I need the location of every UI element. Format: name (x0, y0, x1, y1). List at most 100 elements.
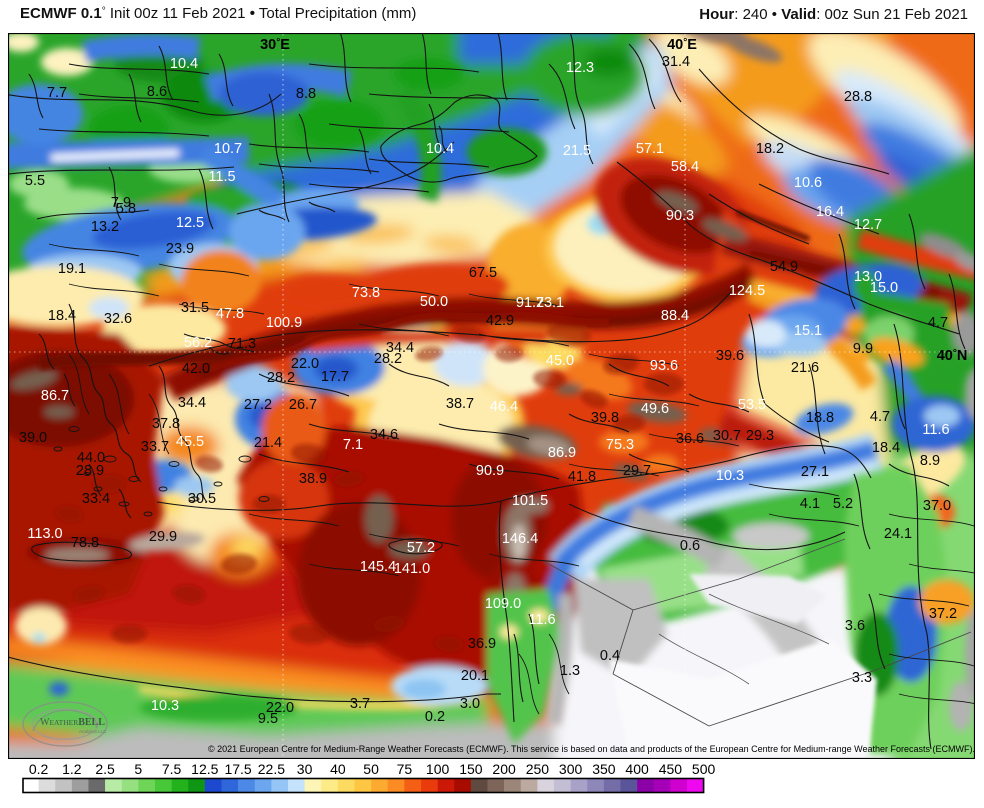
svg-text:500: 500 (692, 761, 716, 777)
svg-text:4.7: 4.7 (928, 315, 948, 331)
svg-text:31.4: 31.4 (662, 54, 690, 70)
svg-text:45.5: 45.5 (176, 434, 204, 450)
svg-text:10.4: 10.4 (426, 141, 454, 157)
svg-text:141.0: 141.0 (394, 561, 430, 577)
svg-text:8.9: 8.9 (920, 453, 940, 469)
svg-text:49.6: 49.6 (641, 401, 669, 417)
svg-text:36.9: 36.9 (468, 636, 496, 652)
svg-text:28.8: 28.8 (844, 89, 872, 105)
svg-text:24.1: 24.1 (884, 526, 912, 542)
svg-text:42.0: 42.0 (182, 361, 210, 377)
svg-text:4.1: 4.1 (800, 496, 820, 512)
svg-text:53.5: 53.5 (738, 397, 766, 413)
svg-text:22.5: 22.5 (258, 761, 285, 777)
svg-text:31.5: 31.5 (181, 300, 209, 316)
svg-text:124.5: 124.5 (729, 283, 765, 299)
svg-text:38.7: 38.7 (446, 396, 474, 412)
svg-text:90.3: 90.3 (666, 208, 694, 224)
svg-text:75: 75 (397, 761, 413, 777)
svg-text:50.0: 50.0 (420, 294, 448, 310)
svg-text:39.8: 39.8 (591, 410, 619, 426)
svg-text:9.9: 9.9 (853, 341, 873, 357)
svg-text:30.5: 30.5 (188, 491, 216, 507)
svg-text:86.9: 86.9 (548, 445, 576, 461)
svg-text:22.0: 22.0 (266, 700, 294, 716)
svg-text:21.5: 21.5 (563, 143, 591, 159)
svg-text:16.4: 16.4 (816, 204, 844, 220)
svg-text:91.2: 91.2 (516, 295, 544, 311)
svg-text:28.2: 28.2 (374, 351, 402, 367)
svg-text:47.8: 47.8 (216, 306, 244, 322)
svg-text:113.0: 113.0 (27, 526, 62, 542)
svg-text:93.6: 93.6 (650, 358, 678, 374)
svg-text:67.5: 67.5 (469, 265, 497, 281)
svg-text:39.6: 39.6 (716, 348, 744, 364)
svg-text:11.6: 11.6 (922, 422, 949, 438)
svg-text:8.8: 8.8 (296, 86, 316, 102)
svg-text:21.4: 21.4 (254, 435, 282, 451)
svg-text:88.4: 88.4 (661, 308, 689, 324)
svg-text:450: 450 (659, 761, 683, 777)
svg-text:28.2: 28.2 (267, 370, 295, 386)
svg-text:73.1: 73.1 (536, 295, 564, 311)
svg-text:13.2: 13.2 (91, 219, 119, 235)
svg-text:10.3: 10.3 (151, 698, 179, 714)
svg-text:17.5: 17.5 (224, 761, 251, 777)
svg-text:12.5: 12.5 (176, 215, 204, 231)
svg-text:44.0: 44.0 (77, 450, 105, 466)
svg-text:30.7: 30.7 (713, 428, 741, 444)
svg-text:34.4: 34.4 (178, 395, 206, 411)
svg-text:40°N: 40°N (937, 348, 968, 364)
svg-text:86.7: 86.7 (41, 388, 69, 404)
svg-text:100: 100 (426, 761, 450, 777)
svg-text:40°E: 40°E (667, 37, 697, 53)
svg-text:71.3: 71.3 (228, 336, 256, 352)
svg-text:18.2: 18.2 (756, 141, 784, 157)
svg-text:73.8: 73.8 (352, 285, 380, 301)
svg-text:37.8: 37.8 (152, 416, 180, 432)
svg-text:10.7: 10.7 (214, 141, 242, 157)
svg-text:10.3: 10.3 (716, 468, 744, 484)
svg-text:57.2: 57.2 (407, 540, 435, 556)
svg-text:15.0: 15.0 (870, 280, 898, 296)
svg-text:3.0: 3.0 (460, 696, 480, 712)
svg-text:0.2: 0.2 (29, 761, 49, 777)
svg-text:0.6: 0.6 (680, 538, 700, 554)
svg-text:12.7: 12.7 (854, 217, 882, 233)
svg-text:WEATHERBELL: WEATHERBELL (40, 717, 105, 728)
svg-text:38.9: 38.9 (299, 471, 327, 487)
svg-text:42.9: 42.9 (486, 313, 514, 329)
svg-text:5: 5 (134, 761, 142, 777)
svg-text:0.4: 0.4 (600, 648, 620, 664)
svg-text:101.5: 101.5 (512, 493, 548, 509)
svg-text:36.6: 36.6 (676, 431, 704, 447)
svg-text:18.8: 18.8 (806, 410, 834, 426)
svg-text:4.7: 4.7 (870, 409, 890, 425)
svg-text:21.6: 21.6 (791, 360, 819, 376)
svg-text:78.8: 78.8 (71, 535, 99, 551)
svg-text:18.4: 18.4 (48, 308, 76, 324)
svg-text:7.1: 7.1 (343, 437, 363, 453)
svg-text:46.4: 46.4 (490, 399, 518, 415)
svg-text:5.5: 5.5 (25, 173, 45, 189)
svg-text:150: 150 (459, 761, 483, 777)
svg-text:56.2: 56.2 (184, 335, 212, 351)
svg-text:400: 400 (625, 761, 649, 777)
svg-text:Analytics LLC: Analytics LLC (79, 729, 107, 734)
svg-text:300: 300 (559, 761, 583, 777)
svg-text:350: 350 (592, 761, 616, 777)
svg-text:19.1: 19.1 (58, 261, 86, 277)
svg-text:© 2021 European Centre for Med: © 2021 European Centre for Medium-Range … (208, 744, 975, 754)
svg-text:12.3: 12.3 (566, 60, 594, 76)
svg-text:15.1: 15.1 (794, 323, 822, 339)
svg-text:41.8: 41.8 (568, 469, 596, 485)
svg-text:57.1: 57.1 (636, 141, 664, 157)
svg-text:33.7: 33.7 (141, 439, 169, 455)
svg-text:29.7: 29.7 (623, 463, 651, 479)
svg-text:9.5: 9.5 (258, 711, 278, 727)
svg-text:34.4: 34.4 (386, 340, 414, 356)
svg-text:109.0: 109.0 (485, 596, 521, 612)
svg-text:10.4: 10.4 (170, 56, 198, 72)
svg-text:40: 40 (330, 761, 346, 777)
svg-text:23.9: 23.9 (166, 241, 194, 257)
